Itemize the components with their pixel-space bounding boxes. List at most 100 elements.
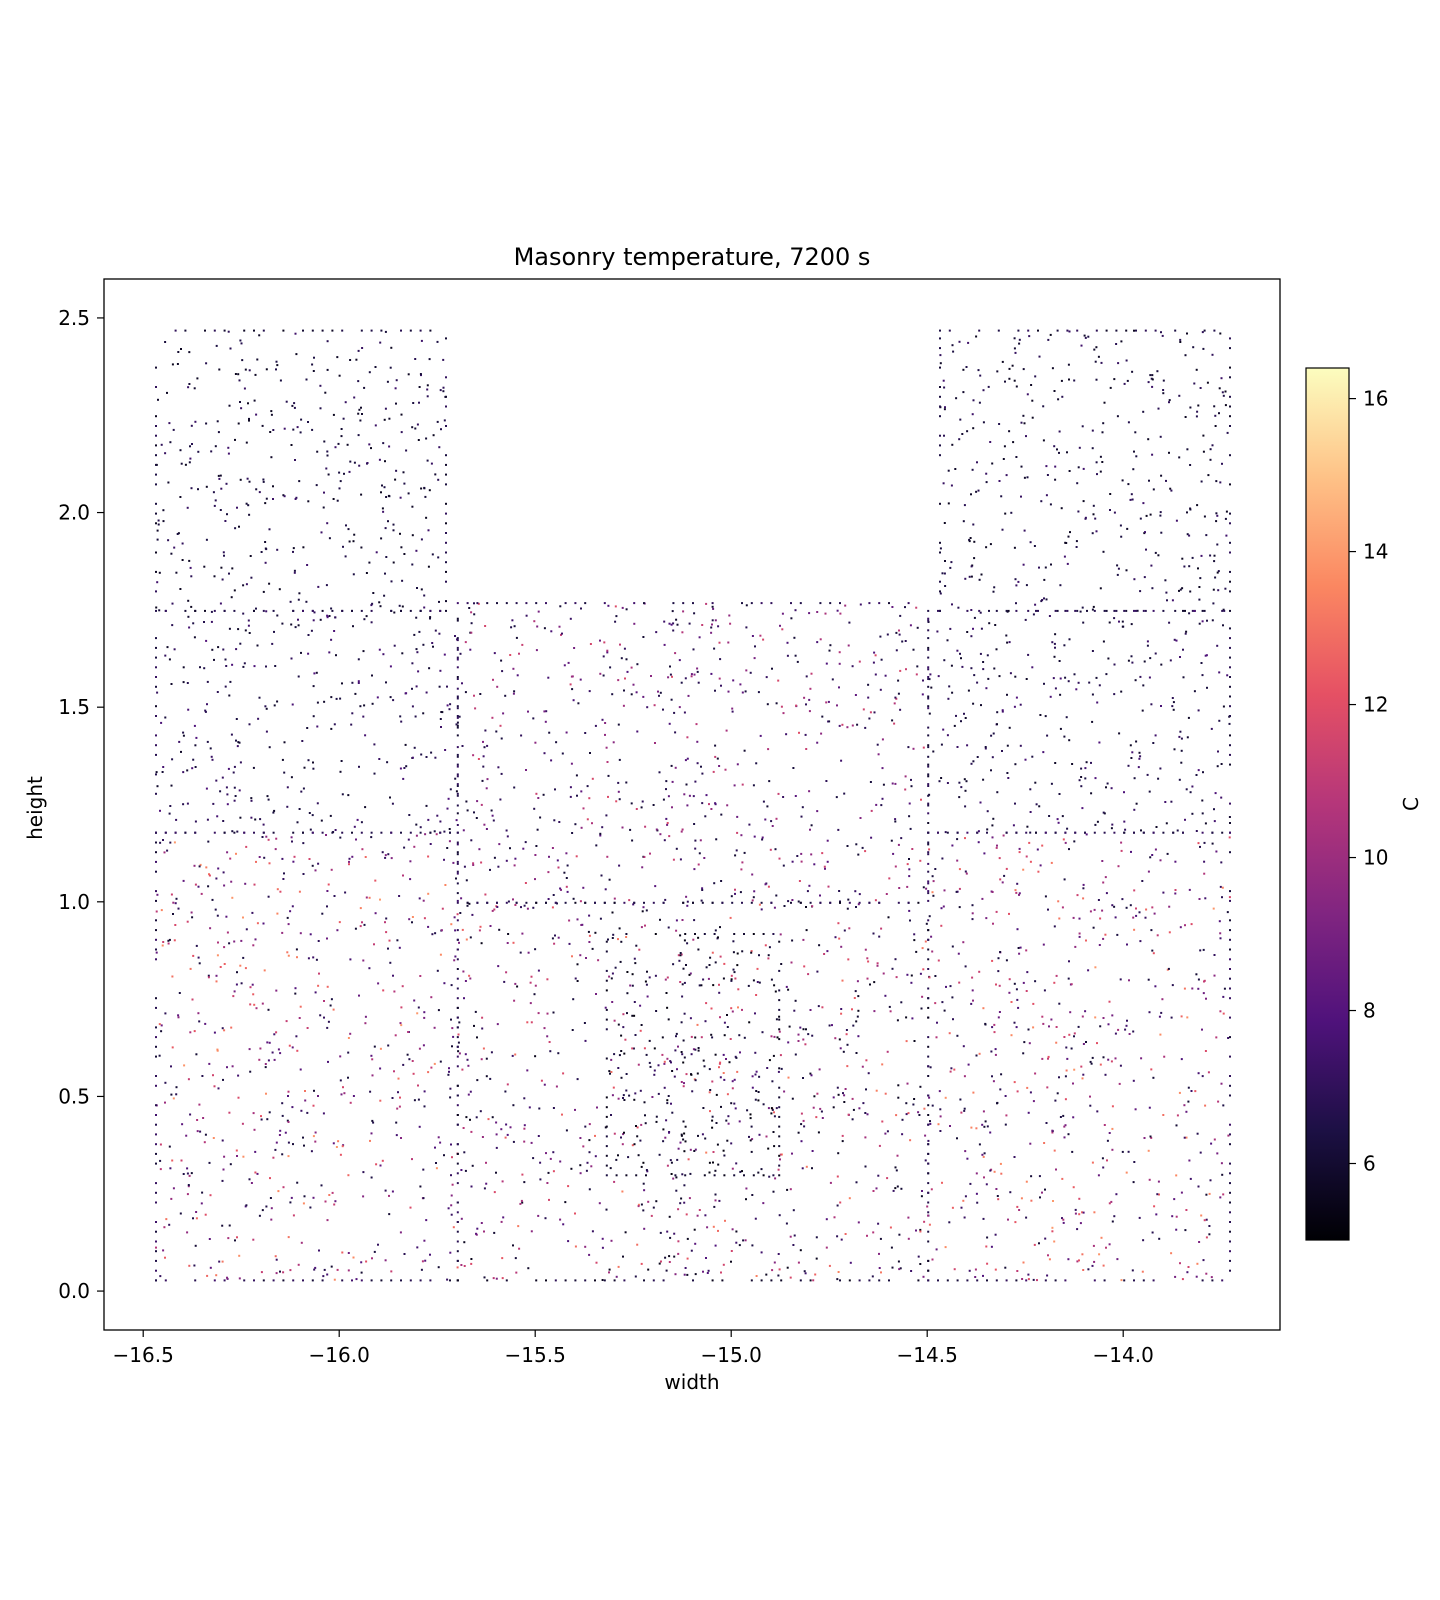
scatter-point: [1115, 343, 1118, 345]
scatter-point: [1077, 1025, 1080, 1028]
scatter-point: [284, 1131, 287, 1134]
scatter-point: [1096, 473, 1098, 476]
scatter-point: [730, 978, 733, 981]
scatter-point: [972, 523, 975, 526]
scatter-point: [999, 1162, 1002, 1165]
scatter-point: [597, 959, 600, 962]
scatter-point: [361, 413, 363, 415]
scatter-point: [1085, 1041, 1087, 1043]
scatter-point: [708, 1171, 711, 1174]
scatter-point: [1111, 904, 1114, 907]
scatter-point: [679, 1202, 682, 1205]
scatter-point: [1082, 467, 1085, 470]
scatter-point: [164, 341, 167, 343]
scatter-point: [767, 957, 770, 960]
scatter-point: [155, 425, 157, 427]
scatter-point: [482, 755, 485, 758]
scatter-point: [500, 1128, 503, 1131]
scatter-point: [966, 1157, 969, 1160]
scatter-point: [764, 944, 767, 947]
scatter-point: [381, 851, 384, 854]
scatter-point: [179, 496, 182, 498]
scatter-point: [800, 1140, 803, 1143]
scatter-point: [741, 861, 744, 864]
scatter-point: [186, 1167, 189, 1170]
scatter-point: [809, 1279, 812, 1282]
scatter-point: [398, 895, 401, 897]
scatter-point: [614, 605, 617, 608]
scatter-point: [319, 1014, 322, 1017]
scatter-point: [470, 1262, 473, 1265]
scatter-point: [370, 1132, 373, 1135]
scatter-point: [155, 948, 157, 951]
scatter-point: [1149, 856, 1152, 859]
scatter-point: [333, 723, 336, 726]
scatter-point: [438, 632, 441, 635]
scatter-point: [469, 1090, 472, 1093]
scatter-point: [158, 1054, 161, 1057]
scatter-point: [758, 981, 761, 984]
scatter-point: [470, 631, 473, 634]
scatter-point: [1152, 952, 1155, 955]
scatter-point: [664, 978, 667, 981]
scatter-point: [1001, 710, 1004, 713]
scatter-point: [335, 1146, 338, 1148]
scatter-point: [971, 989, 974, 992]
scatter-point: [1102, 1017, 1105, 1019]
scatter-point: [872, 1231, 875, 1234]
scatter-point: [1047, 908, 1049, 911]
scatter-point: [958, 868, 961, 871]
scatter-point: [727, 1122, 730, 1125]
scatter-point: [1203, 609, 1206, 612]
scatter-point: [394, 1034, 397, 1037]
scatter-point: [968, 540, 971, 543]
scatter-point: [1108, 1132, 1111, 1134]
scatter-point: [770, 820, 773, 823]
scatter-point: [953, 724, 956, 727]
scatter-point: [730, 979, 733, 982]
scatter-point: [279, 379, 282, 382]
scatter-point: [1008, 641, 1011, 644]
scatter-point: [587, 930, 590, 933]
scatter-point: [767, 1107, 770, 1110]
scatter-point: [386, 380, 389, 383]
scatter-point: [505, 1279, 508, 1282]
scatter-point: [1148, 1011, 1151, 1014]
scatter-point: [961, 665, 964, 668]
scatter-point: [1120, 340, 1123, 343]
scatter-point: [562, 1223, 565, 1226]
scatter-point: [694, 1148, 697, 1151]
scatter-point: [444, 884, 447, 886]
scatter-point: [633, 957, 636, 960]
scatter-point: [718, 983, 720, 986]
scatter-point: [292, 1143, 294, 1146]
scatter-point: [1123, 609, 1126, 612]
scatter-point: [646, 1170, 649, 1173]
scatter-point: [240, 407, 243, 410]
scatter-point: [449, 831, 451, 834]
scatter-point: [481, 779, 484, 782]
scatter-point: [249, 986, 252, 989]
scatter-point: [894, 1166, 897, 1169]
scatter-point: [663, 643, 666, 646]
scatter-point: [605, 814, 608, 817]
scatter-point: [456, 1211, 459, 1214]
scatter-point: [1025, 435, 1027, 438]
scatter-point: [602, 655, 605, 658]
scatter-point: [785, 733, 788, 736]
scatter-point: [1138, 911, 1141, 914]
scatter-point: [155, 890, 157, 893]
scatter-point: [1054, 762, 1057, 764]
scatter-point: [456, 824, 459, 826]
scatter-point: [595, 844, 598, 847]
scatter-point: [244, 629, 247, 632]
scatter-point: [717, 1229, 719, 1232]
scatter-point: [1142, 831, 1145, 834]
scatter-point: [908, 875, 911, 878]
scatter-point: [206, 680, 209, 683]
scatter-point: [968, 538, 971, 541]
scatter-point: [267, 1059, 270, 1062]
scatter-point: [979, 652, 982, 655]
scatter-point: [350, 723, 353, 726]
scatter-point: [927, 678, 930, 680]
